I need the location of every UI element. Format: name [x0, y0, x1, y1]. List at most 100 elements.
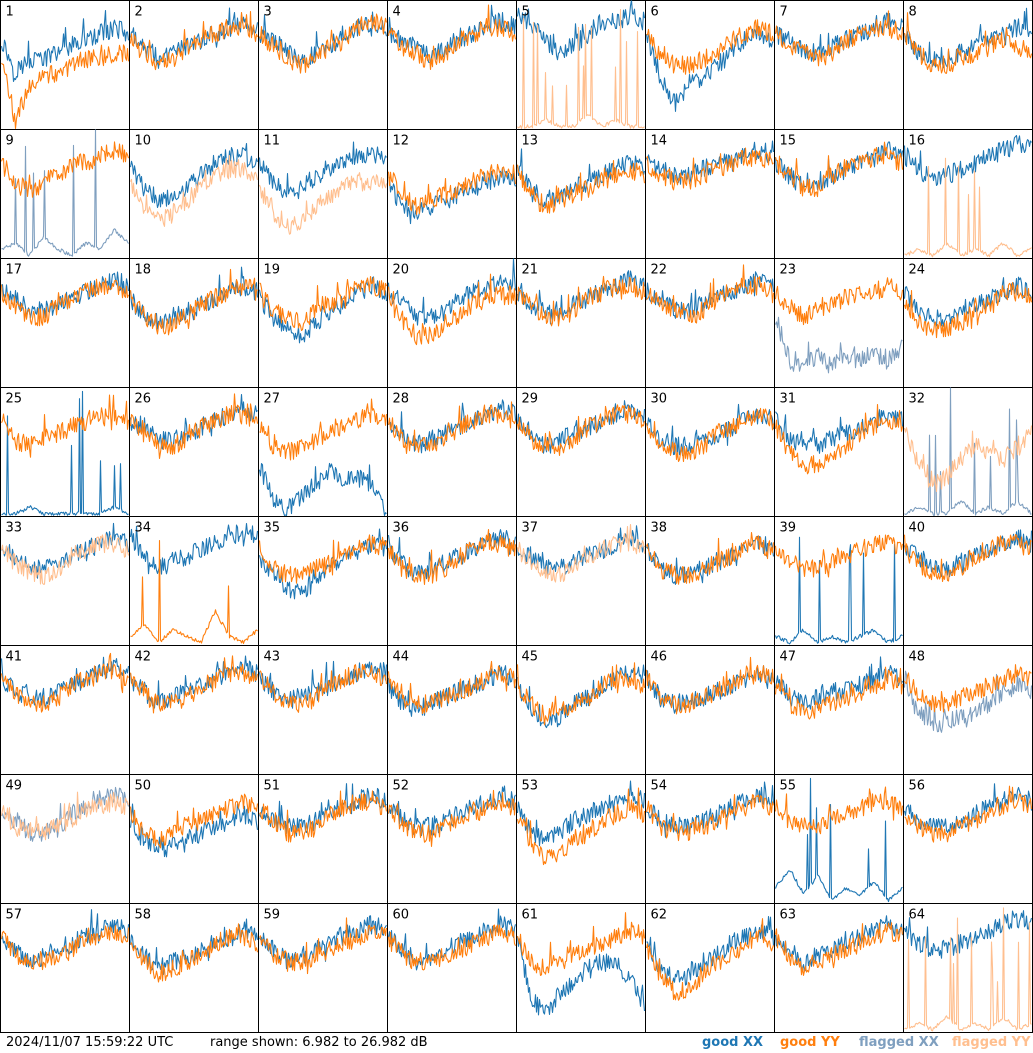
panel-border	[774, 516, 904, 646]
panel-label: 38	[651, 521, 668, 536]
series-yy-good	[516, 159, 646, 214]
panel-label: 41	[6, 650, 23, 665]
panel-33: 33	[0, 516, 130, 646]
panel-49: 49	[0, 774, 130, 904]
panel-label: 58	[135, 908, 152, 923]
panel-46: 46	[645, 645, 775, 775]
series-xx-good	[516, 400, 646, 454]
panel-8: 8	[903, 0, 1033, 130]
panel-label: 23	[780, 263, 797, 278]
series-xx-good	[646, 665, 775, 714]
series-xx-flagged	[774, 316, 903, 374]
legend-flagged-xx: flagged XX	[859, 1035, 939, 1050]
series-xx-flagged	[904, 387, 1032, 516]
panel-label: 57	[6, 908, 23, 923]
series-yy-flagged	[258, 172, 388, 235]
series-yy-good	[903, 281, 1033, 339]
panel-border	[129, 0, 259, 130]
panel-label: 32	[909, 392, 926, 407]
panel-label: 24	[909, 263, 926, 278]
panel-60: 60	[387, 903, 517, 1033]
panel-border	[387, 645, 517, 775]
series-xx-good	[0, 656, 130, 708]
series-xx-good	[387, 664, 517, 717]
panel-label: 21	[522, 263, 539, 278]
series-xx-good	[258, 141, 387, 200]
panel-label: 45	[522, 650, 539, 665]
series-yy-good	[646, 19, 775, 75]
footer-bar: 2024/11/07 15:59:22 UTC range shown: 6.9…	[0, 1033, 1033, 1053]
panel-border	[387, 903, 517, 1033]
series-xx-good	[774, 656, 904, 711]
series-xx-good	[774, 777, 903, 903]
series-yy-good	[259, 663, 388, 713]
panel-label: 42	[135, 650, 152, 665]
series-yy-good	[259, 790, 388, 843]
panel-border	[387, 774, 517, 904]
series-yy-good	[904, 664, 1032, 713]
panel-27: 27	[258, 387, 388, 517]
panel-label: 31	[780, 392, 797, 407]
panel-border	[645, 774, 775, 904]
series-xx-good	[387, 529, 517, 581]
series-yy-good	[0, 652, 129, 713]
series-xx-good	[0, 9, 130, 83]
panel-label: 20	[393, 263, 410, 278]
series-xx-good	[387, 258, 517, 326]
series-xx-good	[645, 140, 775, 185]
panel-label: 36	[393, 521, 410, 536]
panel-label: 61	[522, 908, 539, 923]
series-xx-good	[258, 11, 388, 68]
panel-34: 34	[129, 516, 259, 646]
panel-label: 53	[522, 779, 539, 794]
panel-45: 45	[516, 645, 646, 775]
panel-label: 14	[651, 134, 668, 149]
panel-56: 56	[903, 774, 1033, 904]
series-yy-good	[774, 141, 904, 198]
panel-border	[129, 645, 259, 775]
panel-3: 3	[258, 0, 388, 130]
series-yy-good	[645, 918, 775, 1001]
series-yy-good	[645, 532, 775, 585]
panel-label: 34	[135, 521, 152, 536]
series-xx-good	[645, 24, 774, 112]
panel-48: 48	[903, 645, 1033, 775]
panel-label: 62	[651, 908, 668, 923]
panel-9: 9	[0, 129, 130, 259]
panel-label: 11	[264, 134, 281, 149]
series-xx-good	[129, 7, 259, 69]
panel-border	[516, 387, 646, 517]
series-xx-good	[387, 399, 517, 454]
panel-32: 32	[903, 387, 1033, 517]
panel-44: 44	[387, 645, 517, 775]
panel-4: 4	[387, 0, 517, 130]
series-yy-flagged	[0, 533, 130, 585]
range-text: range shown: 6.982 to 26.982 dB	[210, 1035, 428, 1050]
series-yy-good	[130, 539, 258, 645]
timestamp: 2024/11/07 15:59:22 UTC	[6, 1035, 174, 1050]
panel-20: 20	[387, 258, 517, 388]
panel-13: 13	[516, 129, 646, 259]
panel-47: 47	[774, 645, 904, 775]
panel-43: 43	[258, 645, 388, 775]
series-xx-good	[1, 390, 129, 516]
panel-label: 60	[393, 908, 410, 923]
series-yy-good	[774, 277, 904, 326]
series-yy-good	[129, 393, 259, 459]
series-yy-good	[516, 662, 646, 726]
panel-label: 51	[264, 779, 281, 794]
series-xx-good	[903, 7, 1033, 69]
panel-border	[903, 0, 1033, 130]
series-yy-good	[645, 793, 775, 842]
panel-border	[516, 258, 646, 388]
panel-59: 59	[258, 903, 388, 1033]
panel-57: 57	[0, 903, 130, 1033]
panel-border	[387, 516, 517, 646]
panel-39: 39	[774, 516, 904, 646]
panel-62: 62	[645, 903, 775, 1033]
panel-label: 19	[264, 263, 281, 278]
panel-border	[129, 516, 259, 646]
panel-border	[774, 0, 904, 130]
panel-14: 14	[645, 129, 775, 259]
